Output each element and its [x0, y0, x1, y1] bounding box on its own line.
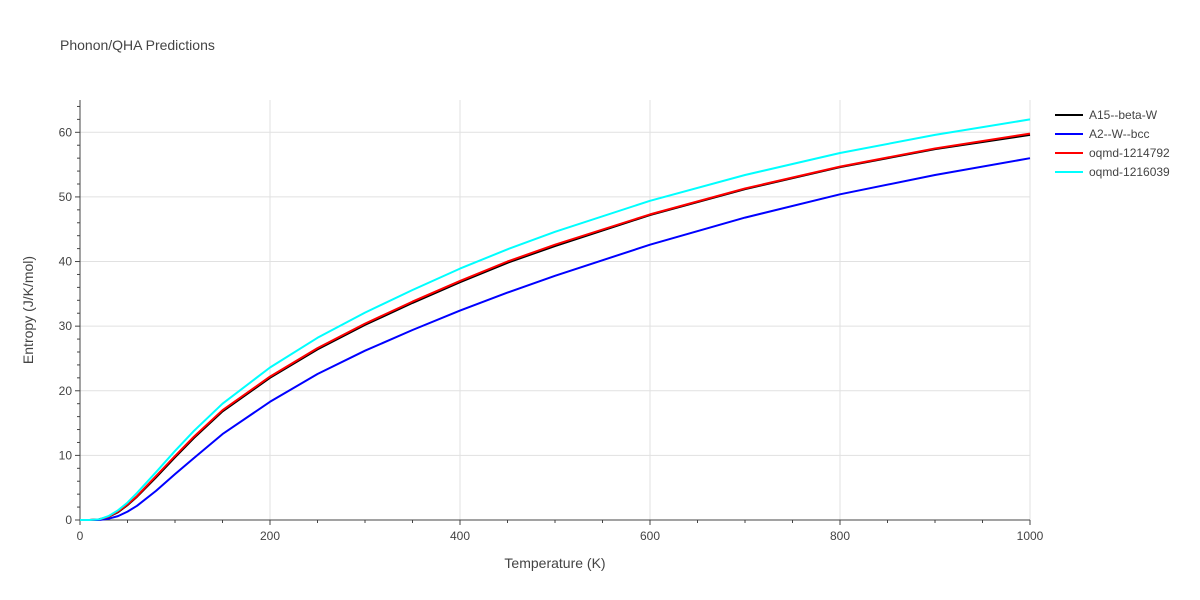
- series-lines: [80, 118, 1031, 521]
- grid-lines: [80, 100, 1031, 520]
- legend-label: A15--beta-W: [1089, 108, 1158, 122]
- x-axis-title: Temperature (K): [504, 555, 605, 571]
- legend-item[interactable]: oqmd-1214792: [1055, 146, 1170, 160]
- legend-item[interactable]: A2--W--bcc: [1055, 127, 1149, 141]
- legend[interactable]: A15--beta-W A2--W--bcc oqmd-1214792 oqmd-12…: [1055, 108, 1170, 179]
- y-tick-labels: 0 10 20 30 40 50 60: [59, 125, 73, 527]
- y-tick-label: 20: [59, 384, 73, 398]
- series-line-oqmd-1216039: [80, 118, 1031, 521]
- x-tick-label: 0: [77, 529, 84, 543]
- legend-item[interactable]: oqmd-1216039: [1055, 165, 1170, 179]
- y-tick-label: 60: [59, 125, 73, 139]
- series-line-A2--W--bcc: [80, 157, 1031, 521]
- y-tick-label: 10: [59, 448, 73, 462]
- x-tick-label: 400: [450, 529, 470, 543]
- axes: [75, 100, 1031, 525]
- legend-item[interactable]: A15--beta-W: [1055, 108, 1158, 122]
- legend-label: oqmd-1214792: [1089, 146, 1170, 160]
- chart-title: Phonon/QHA Predictions: [60, 37, 215, 53]
- series-line-A15--beta-W: [80, 133, 1031, 521]
- x-tick-label: 800: [830, 529, 850, 543]
- x-tick-labels: 0 200 400 600 800 1000: [77, 529, 1044, 543]
- legend-label: oqmd-1216039: [1089, 165, 1170, 179]
- y-tick-label: 50: [59, 190, 73, 204]
- x-tick-label: 200: [260, 529, 280, 543]
- y-tick-label: 40: [59, 255, 73, 269]
- legend-label: A2--W--bcc: [1089, 127, 1149, 141]
- y-tick-label: 30: [59, 319, 73, 333]
- y-tick-label: 0: [65, 513, 72, 527]
- y-axis-title: Entropy (J/K/mol): [20, 256, 36, 364]
- series-line-oqmd-1214792: [80, 132, 1031, 521]
- x-tick-label: 600: [640, 529, 660, 543]
- x-tick-label: 1000: [1017, 529, 1044, 543]
